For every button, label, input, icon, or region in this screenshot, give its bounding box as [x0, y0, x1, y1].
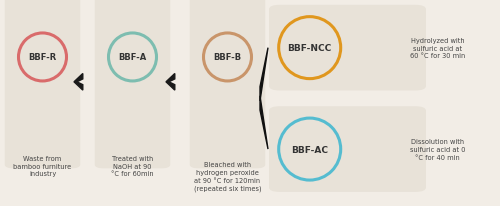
Ellipse shape	[204, 34, 252, 82]
Ellipse shape	[278, 118, 340, 180]
Text: Bleached with
hydrogen peroxide
at 90 °C for 120min
(repeated six times): Bleached with hydrogen peroxide at 90 °C…	[194, 161, 262, 191]
Text: Waste from
bamboo furniture
industry: Waste from bamboo furniture industry	[14, 155, 72, 177]
Ellipse shape	[108, 34, 156, 82]
Text: Dissolution with
sulfuric acid at 0
°C for 40 min: Dissolution with sulfuric acid at 0 °C f…	[410, 139, 465, 160]
Text: BBF-A: BBF-A	[118, 53, 146, 62]
Text: Treated with
NaOH at 90
°C for 60min: Treated with NaOH at 90 °C for 60min	[111, 155, 154, 177]
Text: BBF-NCC: BBF-NCC	[288, 44, 332, 53]
FancyBboxPatch shape	[190, 0, 265, 169]
Polygon shape	[74, 82, 83, 91]
FancyBboxPatch shape	[269, 6, 426, 91]
Polygon shape	[260, 48, 268, 102]
Text: Hydrolyzed with
sulfuric acid at
60 °C for 30 min: Hydrolyzed with sulfuric acid at 60 °C f…	[410, 38, 465, 59]
Polygon shape	[260, 96, 268, 149]
Text: BBF-B: BBF-B	[214, 53, 242, 62]
Polygon shape	[74, 74, 83, 82]
FancyBboxPatch shape	[269, 107, 426, 192]
Text: BBF-AC: BBF-AC	[291, 145, 328, 154]
Ellipse shape	[18, 34, 66, 82]
Polygon shape	[166, 74, 175, 82]
Ellipse shape	[278, 18, 340, 79]
Polygon shape	[166, 82, 175, 91]
FancyBboxPatch shape	[95, 0, 170, 169]
Text: BBF-R: BBF-R	[28, 53, 56, 62]
FancyBboxPatch shape	[5, 0, 80, 169]
